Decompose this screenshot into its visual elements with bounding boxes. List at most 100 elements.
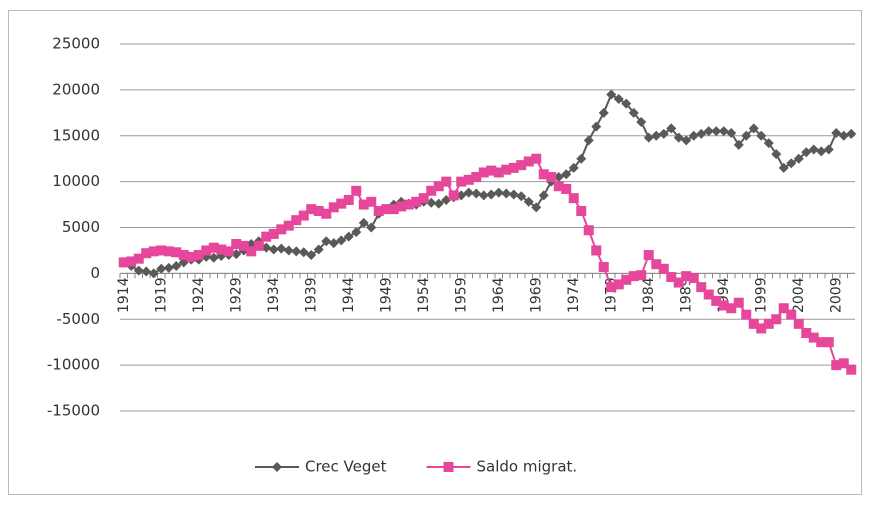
data-point (703, 126, 714, 137)
x-tick-label: 1999 (753, 277, 769, 313)
data-point (306, 204, 317, 215)
data-point (538, 190, 549, 201)
x-tick-label: 1924 (191, 277, 207, 313)
y-tick-label: 5000 (62, 218, 100, 236)
data-point (163, 246, 174, 257)
data-point (171, 261, 182, 272)
data-point (591, 245, 602, 256)
data-point (351, 227, 362, 238)
data-point (823, 144, 834, 155)
data-point (313, 244, 324, 255)
data-point (786, 158, 797, 169)
y-tick-label: 10000 (52, 172, 100, 190)
data-point (321, 236, 332, 247)
data-point (681, 271, 692, 282)
data-point (456, 176, 467, 187)
data-point (426, 185, 437, 196)
data-point (171, 247, 182, 258)
data-point (801, 147, 812, 158)
data-point (681, 135, 692, 146)
data-point (486, 189, 497, 200)
x-tick-label: 1954 (416, 277, 432, 313)
x-tick-label: 1974 (566, 277, 582, 313)
data-point (276, 243, 287, 254)
data-point (201, 245, 212, 256)
data-point (261, 231, 272, 242)
data-point (501, 164, 512, 175)
legend-label: Saldo migrat. (477, 458, 578, 476)
data-point (321, 208, 332, 219)
data-point (756, 130, 767, 141)
data-point (726, 303, 737, 314)
data-point (741, 309, 752, 320)
data-point (636, 270, 647, 281)
data-point (598, 107, 609, 118)
data-point (628, 107, 639, 118)
data-point (231, 239, 242, 250)
data-point (193, 250, 204, 261)
data-point (628, 271, 639, 282)
data-point (396, 201, 407, 212)
x-tick-label: 2004 (791, 277, 807, 313)
data-point (478, 167, 489, 178)
data-point (553, 181, 564, 192)
data-point (793, 318, 804, 329)
x-tick-label: 1984 (641, 277, 657, 313)
x-tick-label: 1934 (266, 277, 282, 313)
data-point (726, 127, 737, 138)
data-point (538, 169, 549, 180)
x-tick-label: 1964 (491, 277, 507, 313)
x-tick-label: 1939 (303, 277, 319, 313)
data-point (283, 245, 294, 256)
data-point (636, 116, 647, 127)
data-point (411, 196, 422, 207)
data-point (156, 245, 167, 256)
x-tick-label: 1944 (341, 277, 357, 313)
y-tick-label: 0 (90, 264, 100, 282)
data-point (516, 191, 527, 202)
data-point (808, 332, 819, 343)
data-point (403, 199, 414, 210)
data-point (351, 185, 362, 196)
data-point (298, 247, 309, 258)
data-point (313, 205, 324, 216)
data-point (493, 167, 504, 178)
data-point (771, 314, 782, 325)
data-point (688, 272, 699, 283)
data-point (141, 248, 152, 259)
data-point (178, 250, 189, 261)
data-point (216, 244, 227, 255)
data-point (816, 337, 827, 348)
data-point (823, 337, 834, 348)
data-point (831, 360, 842, 371)
data-point (508, 162, 519, 173)
data-point (703, 289, 714, 300)
data-point (148, 246, 159, 257)
data-point (433, 198, 444, 209)
data-point (778, 162, 789, 173)
data-point (523, 156, 534, 167)
data-point (291, 246, 302, 257)
x-tick-label: 1929 (228, 277, 244, 313)
data-point (366, 222, 377, 233)
data-point (358, 217, 369, 228)
legend-marker (272, 462, 282, 472)
data-point (561, 183, 572, 194)
data-point (748, 318, 759, 329)
data-point (606, 89, 617, 100)
data-point (373, 205, 384, 216)
data-point (298, 210, 309, 221)
data-point (501, 188, 512, 199)
data-point (306, 250, 317, 261)
y-tick-label: 15000 (52, 126, 100, 144)
data-point (658, 128, 669, 139)
x-tick-label: 1949 (378, 277, 394, 313)
data-point (576, 153, 587, 164)
data-point (583, 135, 594, 146)
data-point (336, 198, 347, 209)
legend-label: Crec Veget (305, 458, 387, 476)
data-point (358, 199, 369, 210)
data-point (613, 94, 624, 105)
data-point (366, 196, 377, 207)
